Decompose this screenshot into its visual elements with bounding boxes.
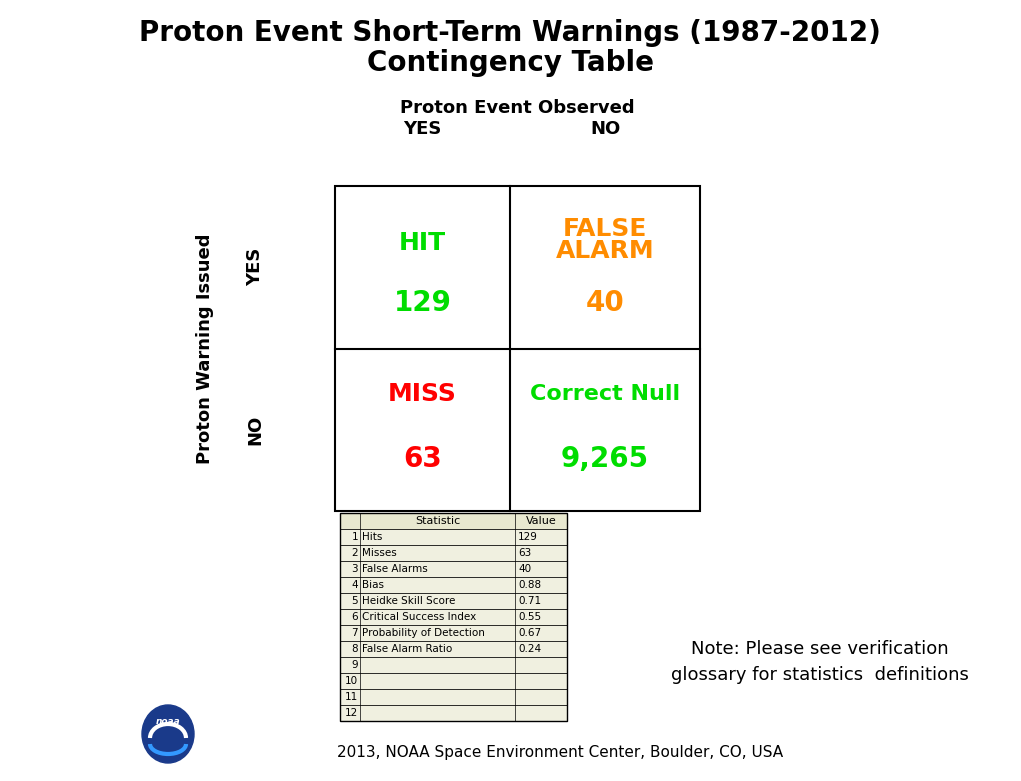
Text: 4: 4 (351, 580, 358, 590)
Text: NO: NO (246, 415, 264, 445)
Text: Heidke Skill Score: Heidke Skill Score (362, 596, 455, 606)
Text: 3: 3 (351, 564, 358, 574)
Text: MISS: MISS (388, 382, 457, 406)
Text: Contingency Table: Contingency Table (367, 49, 653, 77)
Bar (340, 545, 567, 561)
Text: FALSE: FALSE (563, 217, 647, 241)
Text: Proton Warning Issued: Proton Warning Issued (196, 234, 214, 464)
Text: 7: 7 (351, 628, 358, 638)
Text: False Alarm Ratio: False Alarm Ratio (362, 644, 452, 654)
Text: YES: YES (246, 248, 264, 287)
Text: 8: 8 (351, 644, 358, 654)
Text: Hits: Hits (362, 532, 383, 542)
Bar (340, 657, 567, 673)
Text: Proton Event Short-Term Warnings (1987-2012): Proton Event Short-Term Warnings (1987-2… (139, 19, 881, 47)
Text: 2013, NOAA Space Environment Center, Boulder, CO, USA: 2013, NOAA Space Environment Center, Bou… (337, 746, 783, 761)
Text: 63: 63 (518, 548, 531, 558)
Text: Note: Please see verification: Note: Please see verification (691, 640, 949, 658)
Bar (340, 577, 567, 593)
Text: Correct Null: Correct Null (530, 384, 680, 404)
Text: 5: 5 (351, 596, 358, 606)
Text: 0.71: 0.71 (518, 596, 541, 606)
Text: 40: 40 (518, 564, 531, 574)
Bar (340, 625, 567, 641)
Text: 40: 40 (586, 289, 625, 317)
Bar (340, 561, 567, 577)
Text: ALARM: ALARM (555, 239, 654, 263)
Text: YES: YES (403, 120, 442, 138)
Text: 2: 2 (351, 548, 358, 558)
Text: Proton Event Observed: Proton Event Observed (400, 99, 635, 117)
Text: 129: 129 (518, 532, 538, 542)
Text: 0.55: 0.55 (518, 612, 541, 622)
Text: 9,265: 9,265 (561, 445, 649, 473)
Bar (340, 641, 567, 657)
Bar (340, 513, 567, 721)
Text: 0.67: 0.67 (518, 628, 541, 638)
Text: Value: Value (526, 516, 556, 526)
Text: 12: 12 (345, 708, 358, 718)
Text: 0.24: 0.24 (518, 644, 541, 654)
Bar (340, 593, 567, 609)
Text: 129: 129 (393, 289, 451, 317)
Bar (340, 529, 567, 545)
Bar (340, 513, 567, 529)
Bar (340, 673, 567, 689)
Text: noaa: noaa (155, 718, 181, 726)
Text: 10: 10 (345, 676, 358, 686)
Text: 6: 6 (351, 612, 358, 622)
Text: 1: 1 (351, 532, 358, 542)
Text: 9: 9 (351, 660, 358, 670)
Text: 0.88: 0.88 (518, 580, 541, 590)
Text: HIT: HIT (399, 231, 446, 255)
Text: Bias: Bias (362, 580, 384, 590)
Text: glossary for statistics  definitions: glossary for statistics definitions (671, 666, 969, 684)
Ellipse shape (142, 705, 194, 763)
Bar (340, 705, 567, 721)
Text: Statistic: Statistic (415, 516, 460, 526)
Text: 63: 63 (403, 445, 442, 473)
Bar (340, 609, 567, 625)
Bar (340, 689, 567, 705)
Text: Critical Success Index: Critical Success Index (362, 612, 476, 622)
Text: 11: 11 (345, 692, 358, 702)
Text: False Alarms: False Alarms (362, 564, 428, 574)
Text: Probability of Detection: Probability of Detection (362, 628, 485, 638)
Text: Misses: Misses (362, 548, 397, 558)
Bar (335, 186, 700, 511)
Text: NO: NO (590, 120, 620, 138)
